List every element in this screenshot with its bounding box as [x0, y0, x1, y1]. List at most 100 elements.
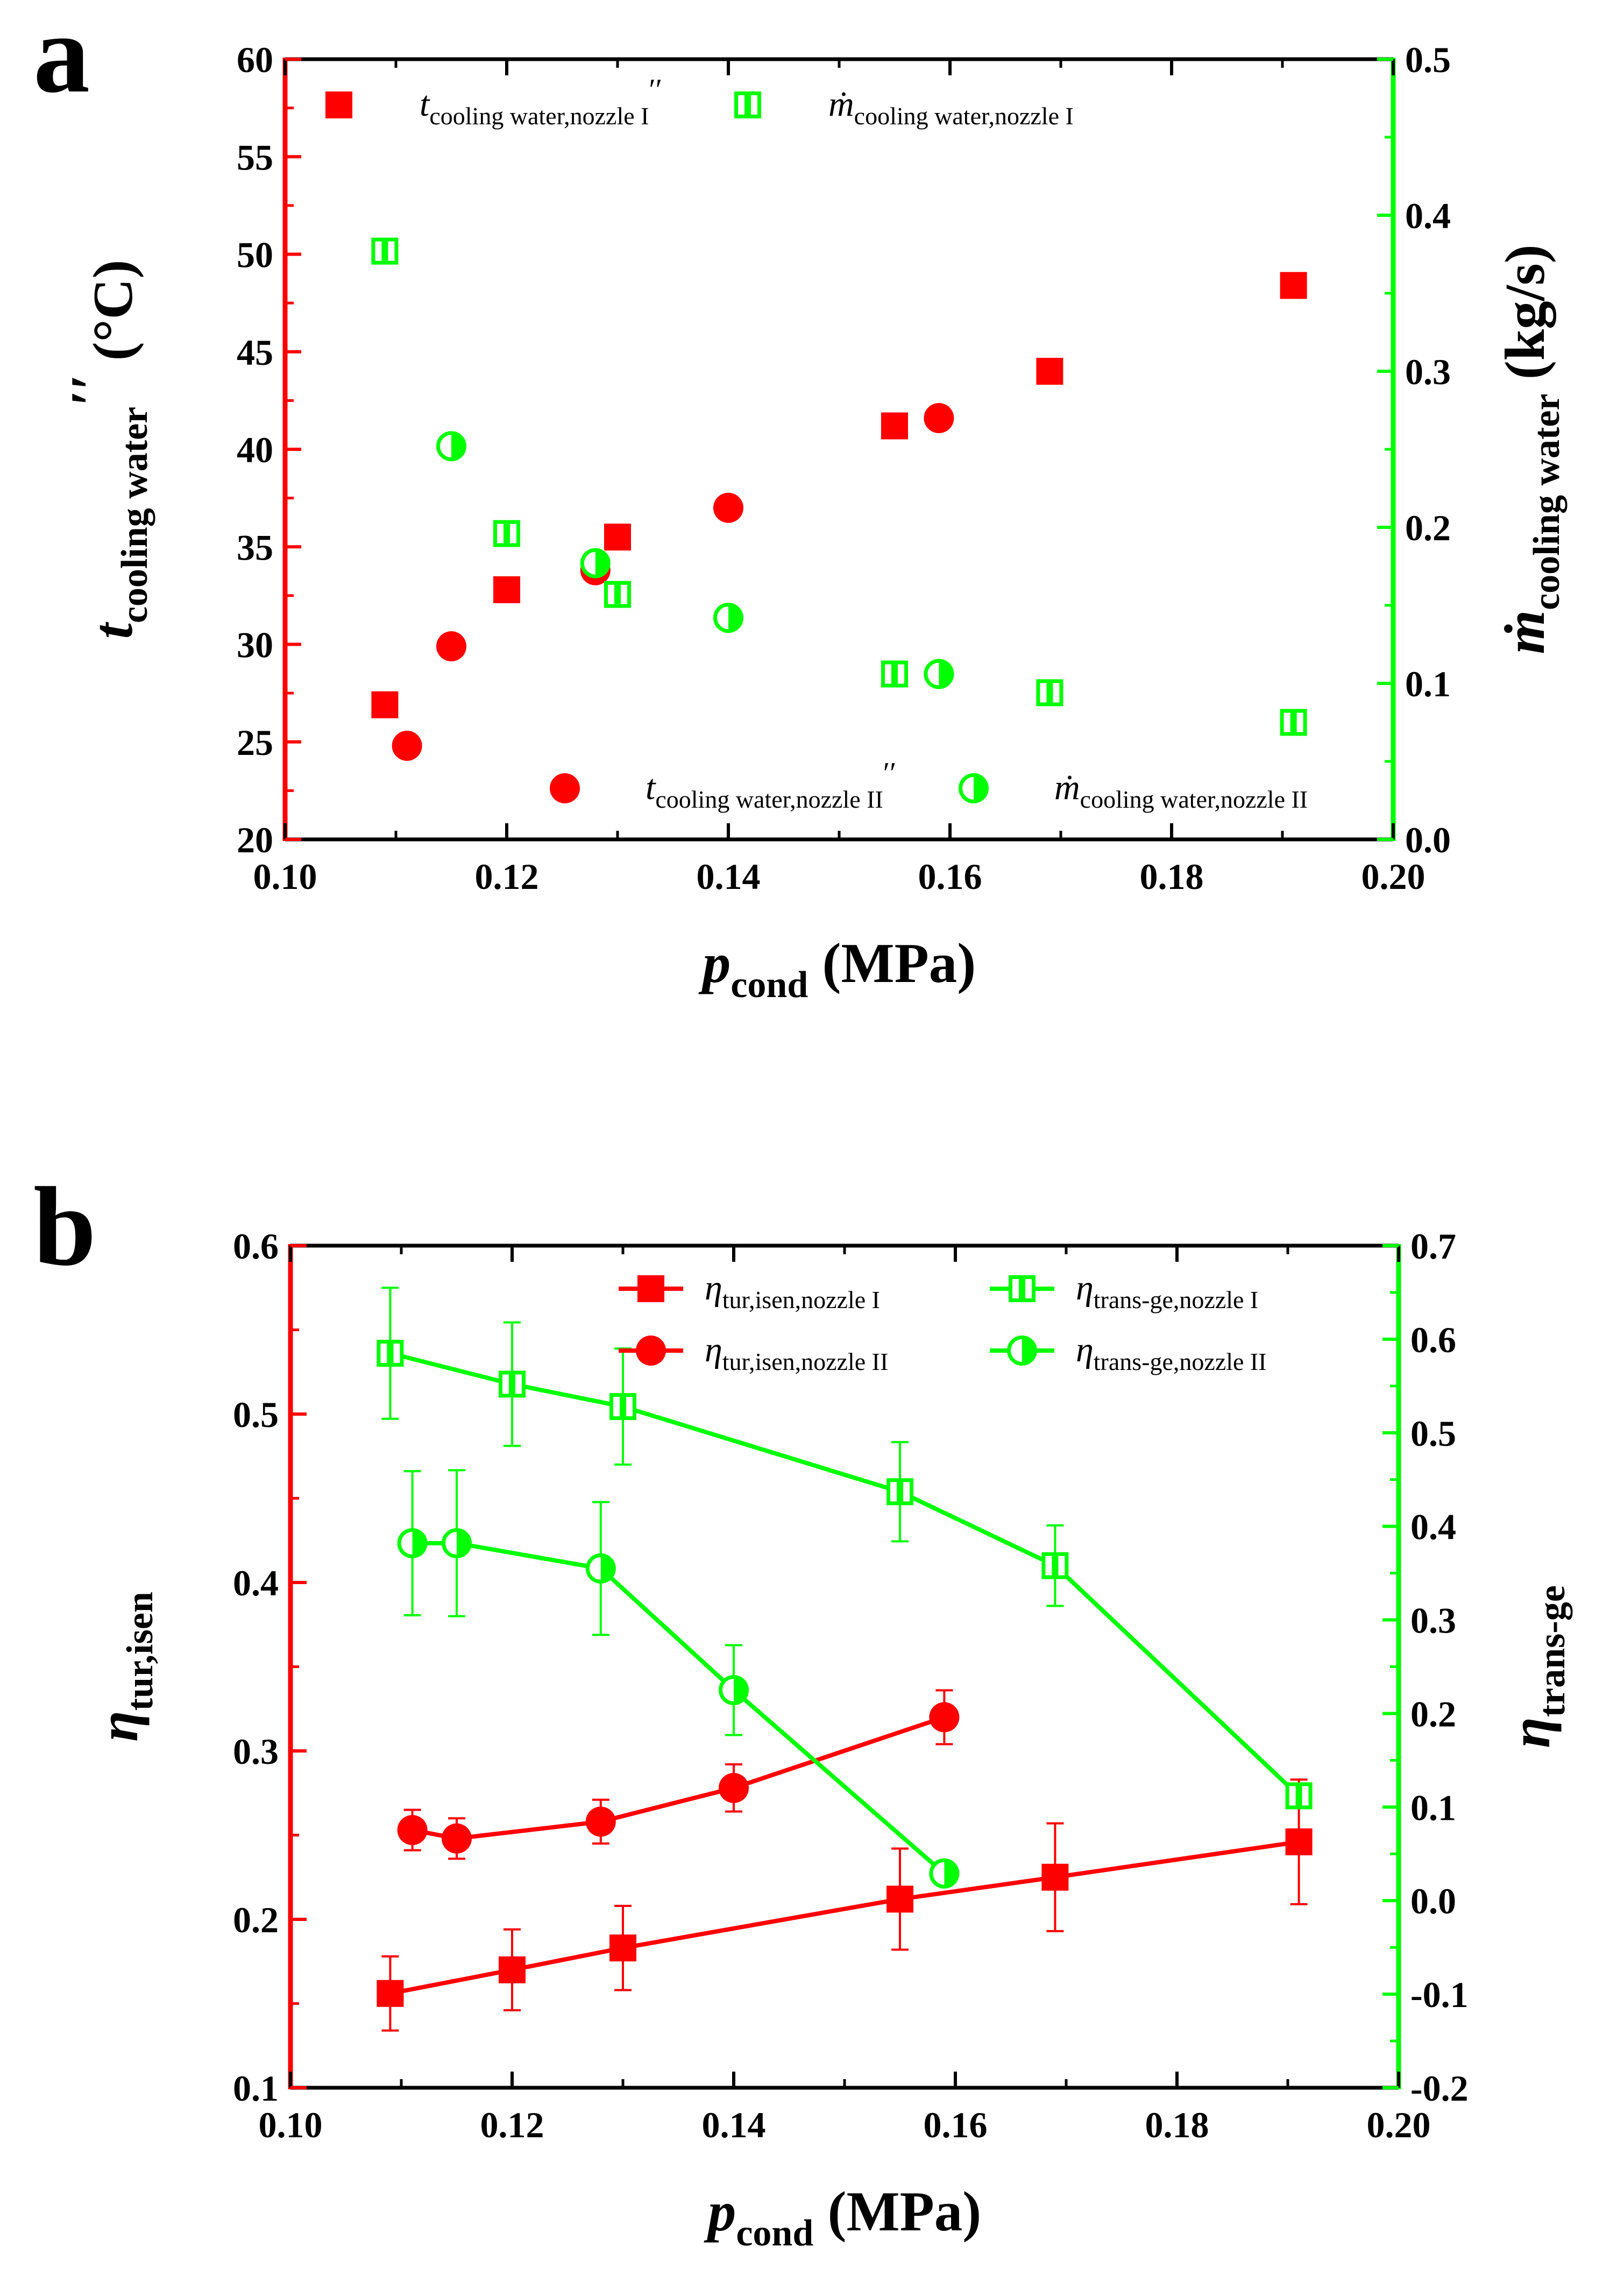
data-point — [924, 659, 954, 689]
data-point — [436, 631, 466, 662]
x-axis-title: pcond (MPa) — [704, 2180, 981, 2254]
data-point — [924, 403, 954, 433]
data-point — [1036, 358, 1063, 385]
data-point — [499, 1370, 526, 1398]
legend-item-3: ṁcooling water,nozzle II — [959, 768, 1308, 813]
y-right-tick-label: 0.1 — [1410, 1787, 1456, 1828]
data-point — [881, 412, 908, 440]
y-left-tick-label: 0.4 — [233, 1563, 279, 1603]
y-left-tick-label: 25 — [237, 722, 273, 763]
x-tick-label: 0.18 — [1140, 856, 1204, 897]
y-right-tick-label: 0.3 — [1405, 351, 1451, 392]
x-tick-label: 0.18 — [1145, 2104, 1209, 2145]
data-point — [585, 1553, 616, 1584]
y-left-tick-label: 0.6 — [233, 1226, 279, 1267]
series-1 — [392, 403, 954, 761]
y-left-axis-title: tcooling water′′ (°C) — [59, 260, 155, 639]
y-right-tick-label: 0.2 — [1410, 1693, 1456, 1734]
legend-label: ηtrans-ge,nozzle I — [1076, 1268, 1258, 1313]
data-point — [1280, 709, 1307, 736]
series-2 — [377, 1287, 1313, 1810]
data-point — [371, 237, 399, 265]
data-point — [377, 1339, 404, 1367]
data-point — [371, 691, 399, 718]
data-point — [887, 1478, 913, 1506]
y-right-tick-label: 0.6 — [1410, 1319, 1456, 1360]
data-point — [493, 576, 520, 603]
legend-marker — [1007, 1336, 1037, 1366]
legend-marker — [636, 1336, 666, 1366]
x-axis-unit: (MPa) — [808, 931, 976, 994]
data-point — [1285, 1782, 1313, 1810]
series-line — [412, 1541, 946, 1875]
series-3 — [397, 1469, 960, 1889]
series-1 — [397, 1689, 960, 1860]
data-point — [609, 1393, 636, 1421]
data-point — [377, 1980, 404, 2007]
legend-label: tcooling water,nozzle II′′ — [646, 757, 896, 813]
panel-a-chart: 0.10 0.12 0.14 0.16 0.18 0.20 20 25 30 35 40 45 50 55… — [59, 39, 1568, 1006]
y-left-tick-label: 40 — [237, 429, 273, 470]
x-axis-unit: (MPa) — [813, 2180, 981, 2243]
series-0 — [371, 272, 1307, 718]
x-axis-title: pcond (MPa) — [698, 931, 976, 1006]
series-line — [389, 1351, 1301, 1798]
data-point — [397, 1528, 428, 1558]
y-left-tick-label: 0.3 — [233, 1731, 279, 1772]
legend-label: ηtur,isen,nozzle II — [705, 1330, 888, 1375]
data-point — [493, 520, 520, 547]
x-tick-label: 0.10 — [259, 2104, 323, 2145]
legend-item-0: tcooling water,nozzle I′′ — [325, 73, 662, 130]
y-left-tick-label: 0.2 — [233, 1899, 279, 1940]
data-point — [580, 548, 611, 578]
x-tick-label: 0.10 — [253, 856, 317, 897]
legend-marker — [637, 1275, 664, 1302]
panel-a-label: a — [33, 0, 90, 116]
data-point — [929, 1858, 960, 1889]
y-left-tick-label: 50 — [237, 235, 273, 275]
data-point — [1280, 272, 1307, 299]
x-tick-label: 0.12 — [480, 2104, 544, 2145]
legend-item-3: ηtrans-ge,nozzle II — [990, 1330, 1267, 1375]
y-right-tick-label: 0.4 — [1410, 1507, 1456, 1548]
y-left-tick-label: 0.5 — [233, 1394, 279, 1435]
data-point — [719, 1772, 749, 1803]
data-point — [585, 1806, 616, 1837]
y-right-tick-label: 0.5 — [1410, 1413, 1456, 1454]
legend-marker — [734, 91, 761, 118]
y-right-tick-label: -0.2 — [1410, 2068, 1469, 2109]
data-point — [609, 1934, 636, 1962]
series-3 — [436, 431, 954, 689]
data-point — [887, 1885, 913, 1913]
y-left-tick-label: 60 — [237, 39, 273, 80]
data-point — [442, 1528, 472, 1558]
y-right-tick-label: 0.4 — [1405, 195, 1451, 236]
data-point — [719, 1675, 749, 1705]
legend-item-1: ηtrans-ge,nozzle I — [990, 1268, 1258, 1313]
panel-b-chart: 0.10 0.12 0.14 0.16 0.18 0.20 0.1 0.2 0.3 0.4 0.5 0… — [87, 1226, 1573, 2254]
data-point — [1036, 679, 1063, 706]
x-tick-label: 0.20 — [1361, 856, 1426, 897]
data-point — [442, 1823, 472, 1854]
y-left-tick-label: 30 — [237, 625, 273, 666]
y-right-tick-label: 0.5 — [1405, 39, 1451, 80]
data-point — [499, 1956, 526, 1983]
data-point — [392, 731, 422, 761]
series-2 — [371, 237, 1307, 736]
x-tick-label: 0.20 — [1367, 2104, 1431, 2145]
y-left-axis-title: ηtur,isen — [87, 1592, 161, 1742]
legend-marker — [550, 773, 580, 803]
y-right-tick-label: 0.1 — [1405, 663, 1451, 704]
legend-item-2: tcooling water,nozzle II′′ — [550, 757, 896, 813]
x-tick-label: 0.14 — [702, 2104, 766, 2145]
legend-label: tcooling water,nozzle I′′ — [420, 73, 662, 130]
y-right-tick-label: 0.0 — [1410, 1881, 1456, 1921]
y-left-tick-label: 20 — [237, 819, 273, 860]
legend-label: ṁcooling water,nozzle II — [1054, 768, 1308, 813]
data-point — [604, 524, 631, 551]
y-left-tick-label: 35 — [237, 527, 273, 568]
data-point — [881, 660, 908, 688]
legend-item-2: ηtur,isen,nozzle II — [619, 1330, 888, 1375]
data-point — [604, 581, 631, 608]
